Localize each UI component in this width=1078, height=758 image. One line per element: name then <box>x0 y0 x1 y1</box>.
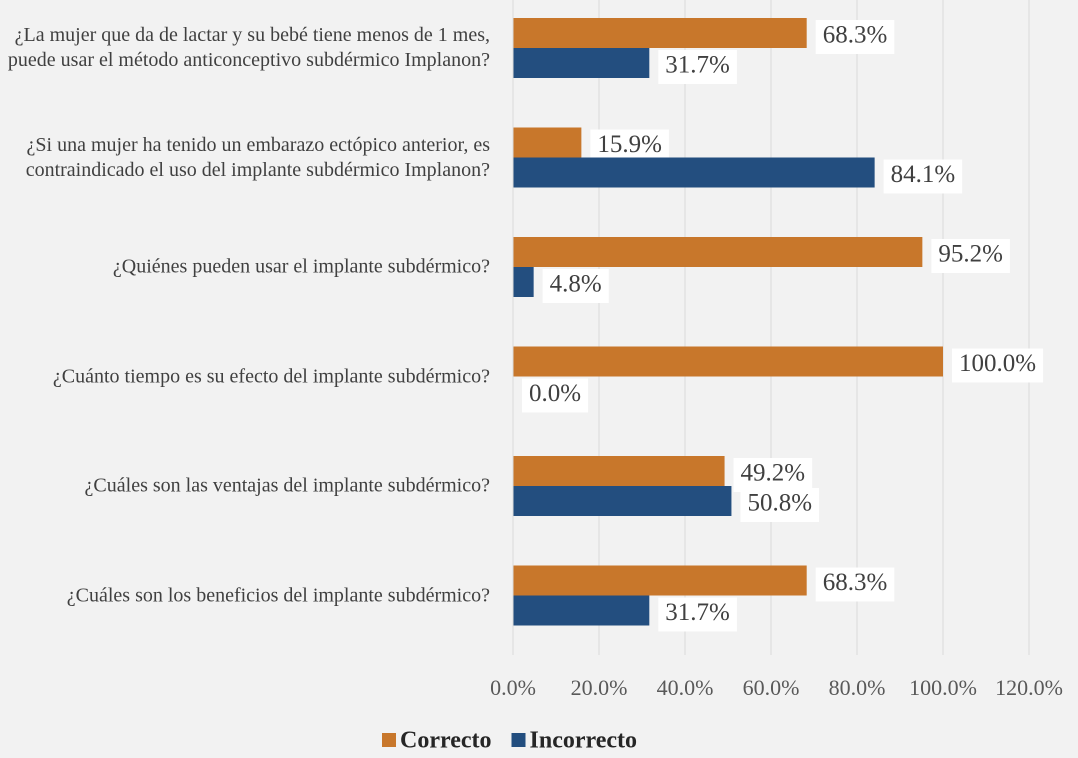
data-label: 50.8% <box>747 490 812 517</box>
data-label: 15.9% <box>597 131 662 158</box>
grid <box>512 0 1030 655</box>
legend-label: Correcto <box>400 728 492 754</box>
data-label: 31.7% <box>665 599 730 626</box>
data-label-box <box>883 159 963 194</box>
legend-swatch <box>382 733 396 747</box>
data-label-group: 31.7% <box>658 597 737 632</box>
x-tick-label: 120.0% <box>995 675 1063 700</box>
data-label: 0.0% <box>529 380 581 407</box>
data-label-group: 49.2% <box>733 458 813 492</box>
data-label-box <box>931 239 1010 273</box>
data-label-group: 95.2% <box>931 239 1010 273</box>
x-tick-label: 0.0% <box>490 675 536 700</box>
bar <box>513 456 725 486</box>
data-label-group: 4.8% <box>542 269 609 303</box>
category-label: ¿Cuánto tiempo es su efecto del implante… <box>52 365 490 387</box>
bar <box>513 237 923 267</box>
data-label: 4.8% <box>550 271 602 298</box>
data-label-box <box>658 50 737 84</box>
x-tick-label: 60.0% <box>743 675 800 700</box>
data-label-group: 31.7% <box>658 50 737 84</box>
data-label-group: 68.3% <box>815 20 895 54</box>
x-tick-label: 80.0% <box>829 675 886 700</box>
data-label: 68.3% <box>823 569 888 596</box>
legend-swatch <box>511 733 526 747</box>
bar <box>513 595 650 626</box>
data-label-group: 100.0% <box>952 348 1044 383</box>
category-label: ¿Quiénes pueden usar el implante subdérm… <box>112 255 490 278</box>
bar <box>513 48 650 78</box>
category-label: ¿Si una mujer ha tenido un embarazo ectó… <box>25 133 490 181</box>
category-label: ¿Cuáles son los beneficios del implante … <box>66 584 490 606</box>
data-label: 84.1% <box>891 161 956 188</box>
bar <box>513 486 732 516</box>
bar <box>513 157 875 188</box>
data-label-box <box>815 20 895 54</box>
data-label-group: 68.3% <box>815 567 895 602</box>
x-tick-label: 20.0% <box>571 675 628 700</box>
data-label-box <box>815 567 895 602</box>
data-label: 95.2% <box>938 241 1003 268</box>
bar <box>513 565 807 596</box>
data-label: 31.7% <box>665 52 730 79</box>
data-label-box <box>952 348 1044 383</box>
data-label: 49.2% <box>741 460 806 487</box>
data-label-box <box>740 488 820 522</box>
data-label-group: 84.1% <box>883 159 963 194</box>
bar <box>513 18 807 48</box>
category-label: ¿Cuáles son las ventajas del implante su… <box>84 474 490 497</box>
bar <box>513 346 943 377</box>
data-label-group: 0.0% <box>522 378 589 413</box>
data-label-group: 50.8% <box>740 488 820 522</box>
x-tick-label: 100.0% <box>909 675 977 700</box>
data-label-box <box>733 458 813 492</box>
data-label-box <box>658 597 737 632</box>
x-tick-label: 40.0% <box>657 675 714 700</box>
bar <box>513 267 534 297</box>
legend-label: Incorrecto <box>530 728 638 754</box>
bar <box>513 127 582 158</box>
data-label: 68.3% <box>823 22 888 49</box>
category-label: ¿La mujer que da de lactar y su bebé tie… <box>7 24 490 71</box>
data-label-box <box>522 378 589 413</box>
data-label-box <box>542 269 609 303</box>
data-label: 100.0% <box>959 350 1036 377</box>
